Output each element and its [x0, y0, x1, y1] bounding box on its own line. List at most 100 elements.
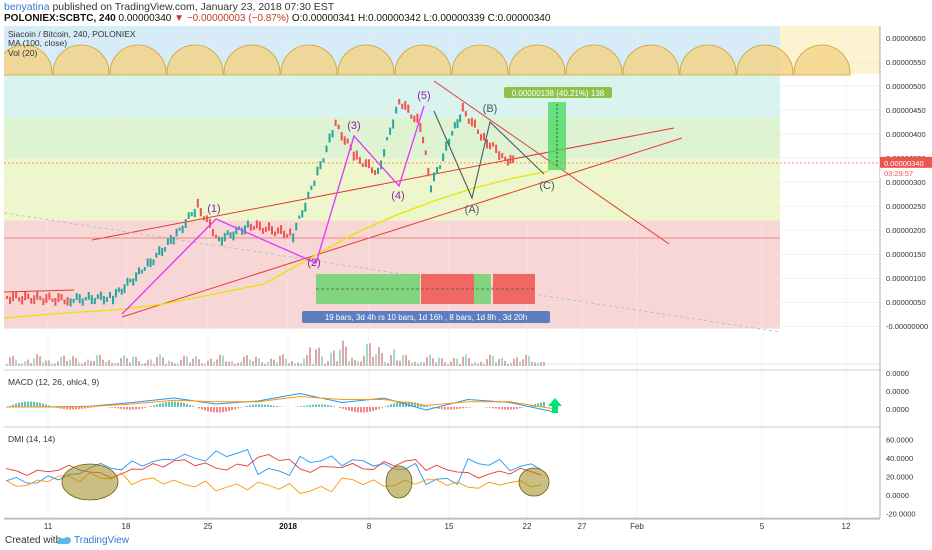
macd-hist	[402, 401, 404, 407]
tradingview-brand[interactable]: TradingView	[74, 535, 130, 546]
arc-shape	[109, 44, 167, 76]
macd-hist	[219, 407, 221, 413]
volume-bar	[225, 361, 227, 366]
macd-hist	[114, 407, 116, 409]
macd-hist	[306, 405, 308, 407]
volume-bar	[465, 354, 467, 366]
candle	[442, 153, 445, 162]
arc-shape	[622, 44, 680, 76]
macd-hist	[135, 407, 137, 410]
price-tag-text: 0.00000340	[884, 159, 924, 168]
candle	[346, 138, 349, 144]
candle	[340, 132, 343, 141]
highlight-oval	[61, 463, 119, 501]
candle	[313, 180, 316, 187]
volume-bar	[36, 354, 38, 366]
macd-signal	[6, 395, 553, 409]
volume-bar	[330, 352, 332, 366]
macd-hist	[42, 403, 44, 407]
volume-bar	[291, 361, 293, 366]
macd-hist	[420, 403, 422, 407]
volume-bar	[39, 356, 41, 366]
macd-hist	[414, 402, 416, 407]
macd-hist	[117, 407, 119, 409]
abc-path	[433, 110, 545, 200]
candle	[459, 114, 462, 123]
volume-bar	[204, 363, 206, 366]
candle	[229, 232, 232, 239]
arc-shape	[166, 44, 224, 76]
candle	[252, 226, 255, 230]
volume-bar	[507, 363, 509, 366]
time-axis: 11 18 25 2018 8 15 22 27 Feb 5 12	[4, 518, 880, 531]
macd-hist	[381, 407, 383, 408]
volume-bar	[504, 360, 506, 366]
chart-canvas[interactable]: (1) (2) (3) (4) (5) (A) (B) (C) 0.00000138 (40.…	[4, 26, 932, 538]
candle	[456, 119, 459, 129]
volume-bar	[87, 359, 89, 366]
candle	[6, 295, 8, 299]
macd-hist	[141, 407, 143, 409]
volume-bar	[324, 363, 326, 366]
candle	[451, 130, 454, 136]
candle	[164, 247, 167, 252]
candle	[249, 223, 252, 231]
volume-bar	[309, 347, 311, 366]
volume-bar	[132, 356, 134, 366]
volume-bar	[366, 343, 368, 366]
wave-label: (1)	[207, 203, 220, 215]
volume-bar	[222, 355, 224, 366]
macd-hist	[456, 407, 458, 410]
volume-bar	[219, 354, 221, 366]
macd-hist	[276, 406, 278, 407]
volume-bar	[207, 360, 209, 366]
macd-hist	[264, 404, 266, 407]
volume-bar	[258, 358, 260, 366]
candle	[30, 298, 33, 304]
candle	[501, 152, 504, 159]
volume-bar	[492, 356, 494, 366]
pane-title: MA (100, close)	[8, 38, 67, 48]
macd-hist	[69, 407, 71, 410]
candle	[102, 295, 105, 305]
volume-bar	[315, 349, 317, 366]
macd-hist	[279, 406, 281, 407]
price-tick: 0.00000600	[886, 34, 926, 43]
macd-hist	[228, 407, 230, 412]
candle	[322, 158, 325, 163]
volume-bar	[321, 356, 323, 366]
macd-hist	[348, 407, 350, 411]
candle	[184, 219, 187, 229]
macd-hist	[315, 404, 317, 407]
candle	[220, 237, 223, 246]
candle	[377, 167, 379, 174]
macd-hist	[87, 407, 89, 409]
volume-bar	[141, 363, 143, 366]
macd-hist	[84, 407, 86, 409]
volume-bar	[303, 358, 305, 366]
candle	[370, 167, 373, 174]
trend-line	[121, 137, 683, 318]
candle	[87, 291, 90, 300]
volume-bar	[198, 359, 200, 366]
macd-hist	[255, 404, 257, 407]
candle	[407, 104, 410, 113]
macd-hist	[225, 407, 227, 412]
macd-hist	[156, 404, 158, 407]
candle	[289, 228, 292, 236]
volume-bar	[342, 340, 344, 366]
candle	[48, 292, 51, 300]
candle	[453, 122, 456, 129]
candle	[495, 144, 498, 154]
volume-bar	[306, 354, 308, 366]
volume-bar	[57, 361, 59, 366]
volume-bar	[45, 360, 47, 366]
volume-bar	[201, 363, 203, 366]
volume-bar	[513, 358, 515, 366]
symbol-label: POLONIEX:SCBTC, 240	[4, 13, 116, 24]
macd-macd	[5, 392, 553, 412]
macd-hist	[57, 407, 59, 409]
volume-bar	[300, 363, 302, 366]
author-link[interactable]: benyatina	[4, 1, 50, 13]
countdown-bg	[880, 167, 932, 178]
